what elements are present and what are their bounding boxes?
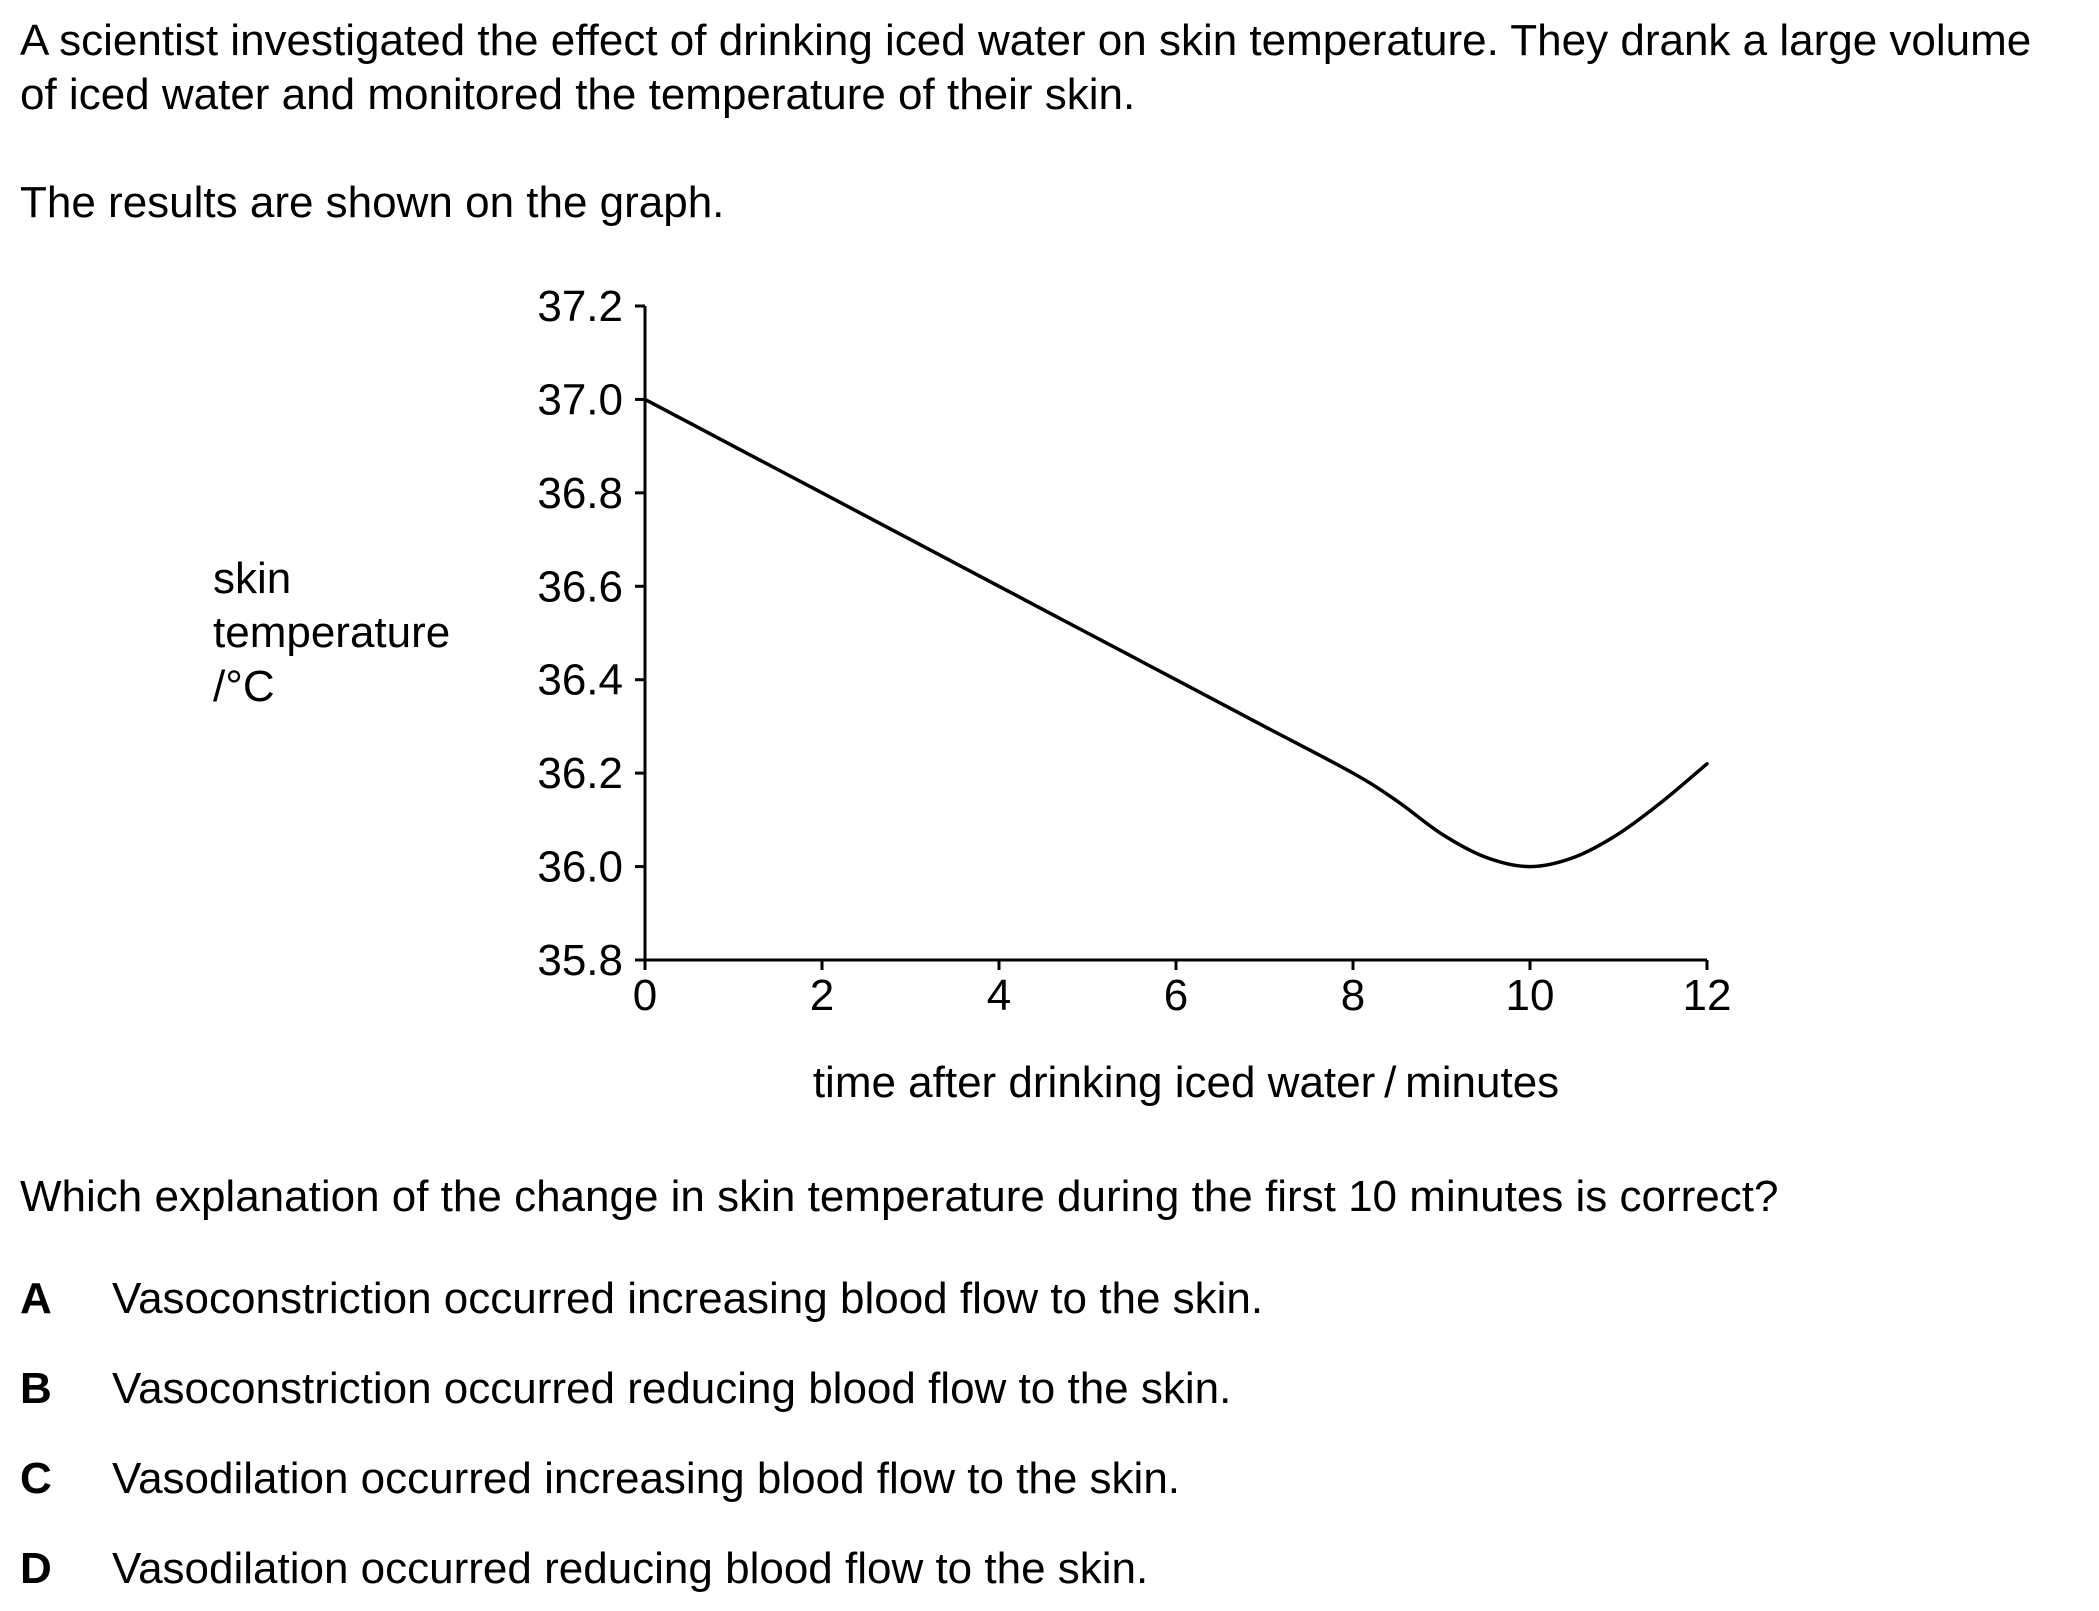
x-tick-label: 8: [1341, 971, 1365, 1020]
x-tick-label: 0: [633, 971, 657, 1020]
option-letter: D: [20, 1544, 52, 1593]
x-tick-label: 4: [987, 971, 1011, 1020]
chart-series: [643, 397, 1709, 869]
y-tick-label: 35.8: [537, 936, 623, 985]
y-tick-label: 37.2: [537, 282, 623, 331]
chart-ticks: 35.8 36.0 36.2 36.4 36.6 36.8 37.0 37.2 0 2 4 6 8 10 1…: [537, 282, 1731, 1020]
option-text: Vasoconstriction occurred increasing blo…: [112, 1274, 1264, 1323]
option-text: Vasoconstriction occurred reducing blood…: [112, 1364, 1232, 1413]
option-letter: A: [20, 1274, 52, 1323]
option-letter: C: [20, 1454, 52, 1503]
y-axis-label: skin temperature /°C: [213, 552, 450, 714]
y-tick-label: 36.0: [537, 843, 623, 892]
x-tick-label: 6: [1164, 971, 1188, 1020]
option-text: Vasodilation occurred reducing blood flo…: [112, 1544, 1149, 1593]
x-axis-label: time after drinking iced water / minutes: [813, 1058, 1559, 1107]
question-intro: A scientist investigated the effect of d…: [20, 16, 2032, 119]
skin-temperature-chart: 35.8 36.0 36.2 36.4 36.6 36.8 37.0 37.2 0 2 4 6 8 10 1…: [537, 282, 1731, 1107]
x-tick-label: 10: [1506, 971, 1555, 1020]
y-tick-label: 37.0: [537, 375, 623, 424]
question-prompt: Which explanation of the change in skin …: [20, 1172, 1779, 1221]
y-tick-label: 36.8: [537, 469, 623, 518]
y-tick-label: 36.4: [537, 656, 623, 705]
y-axis-label-line: skin: [213, 554, 292, 603]
option-text: Vasodilation occurred increasing blood f…: [112, 1454, 1181, 1503]
temperature-line: [643, 397, 1709, 869]
chart-axes: [643, 306, 1707, 962]
y-axis-label-line: temperature: [213, 608, 451, 657]
x-tick-label: 12: [1683, 971, 1732, 1020]
option-letter: B: [20, 1364, 52, 1413]
y-tick-label: 36.2: [537, 749, 623, 798]
y-axis-label-line: /°C: [213, 662, 275, 711]
y-tick-label: 36.6: [537, 562, 623, 611]
results-statement: The results are shown on the graph.: [20, 178, 725, 227]
x-tick-label: 2: [810, 971, 834, 1020]
